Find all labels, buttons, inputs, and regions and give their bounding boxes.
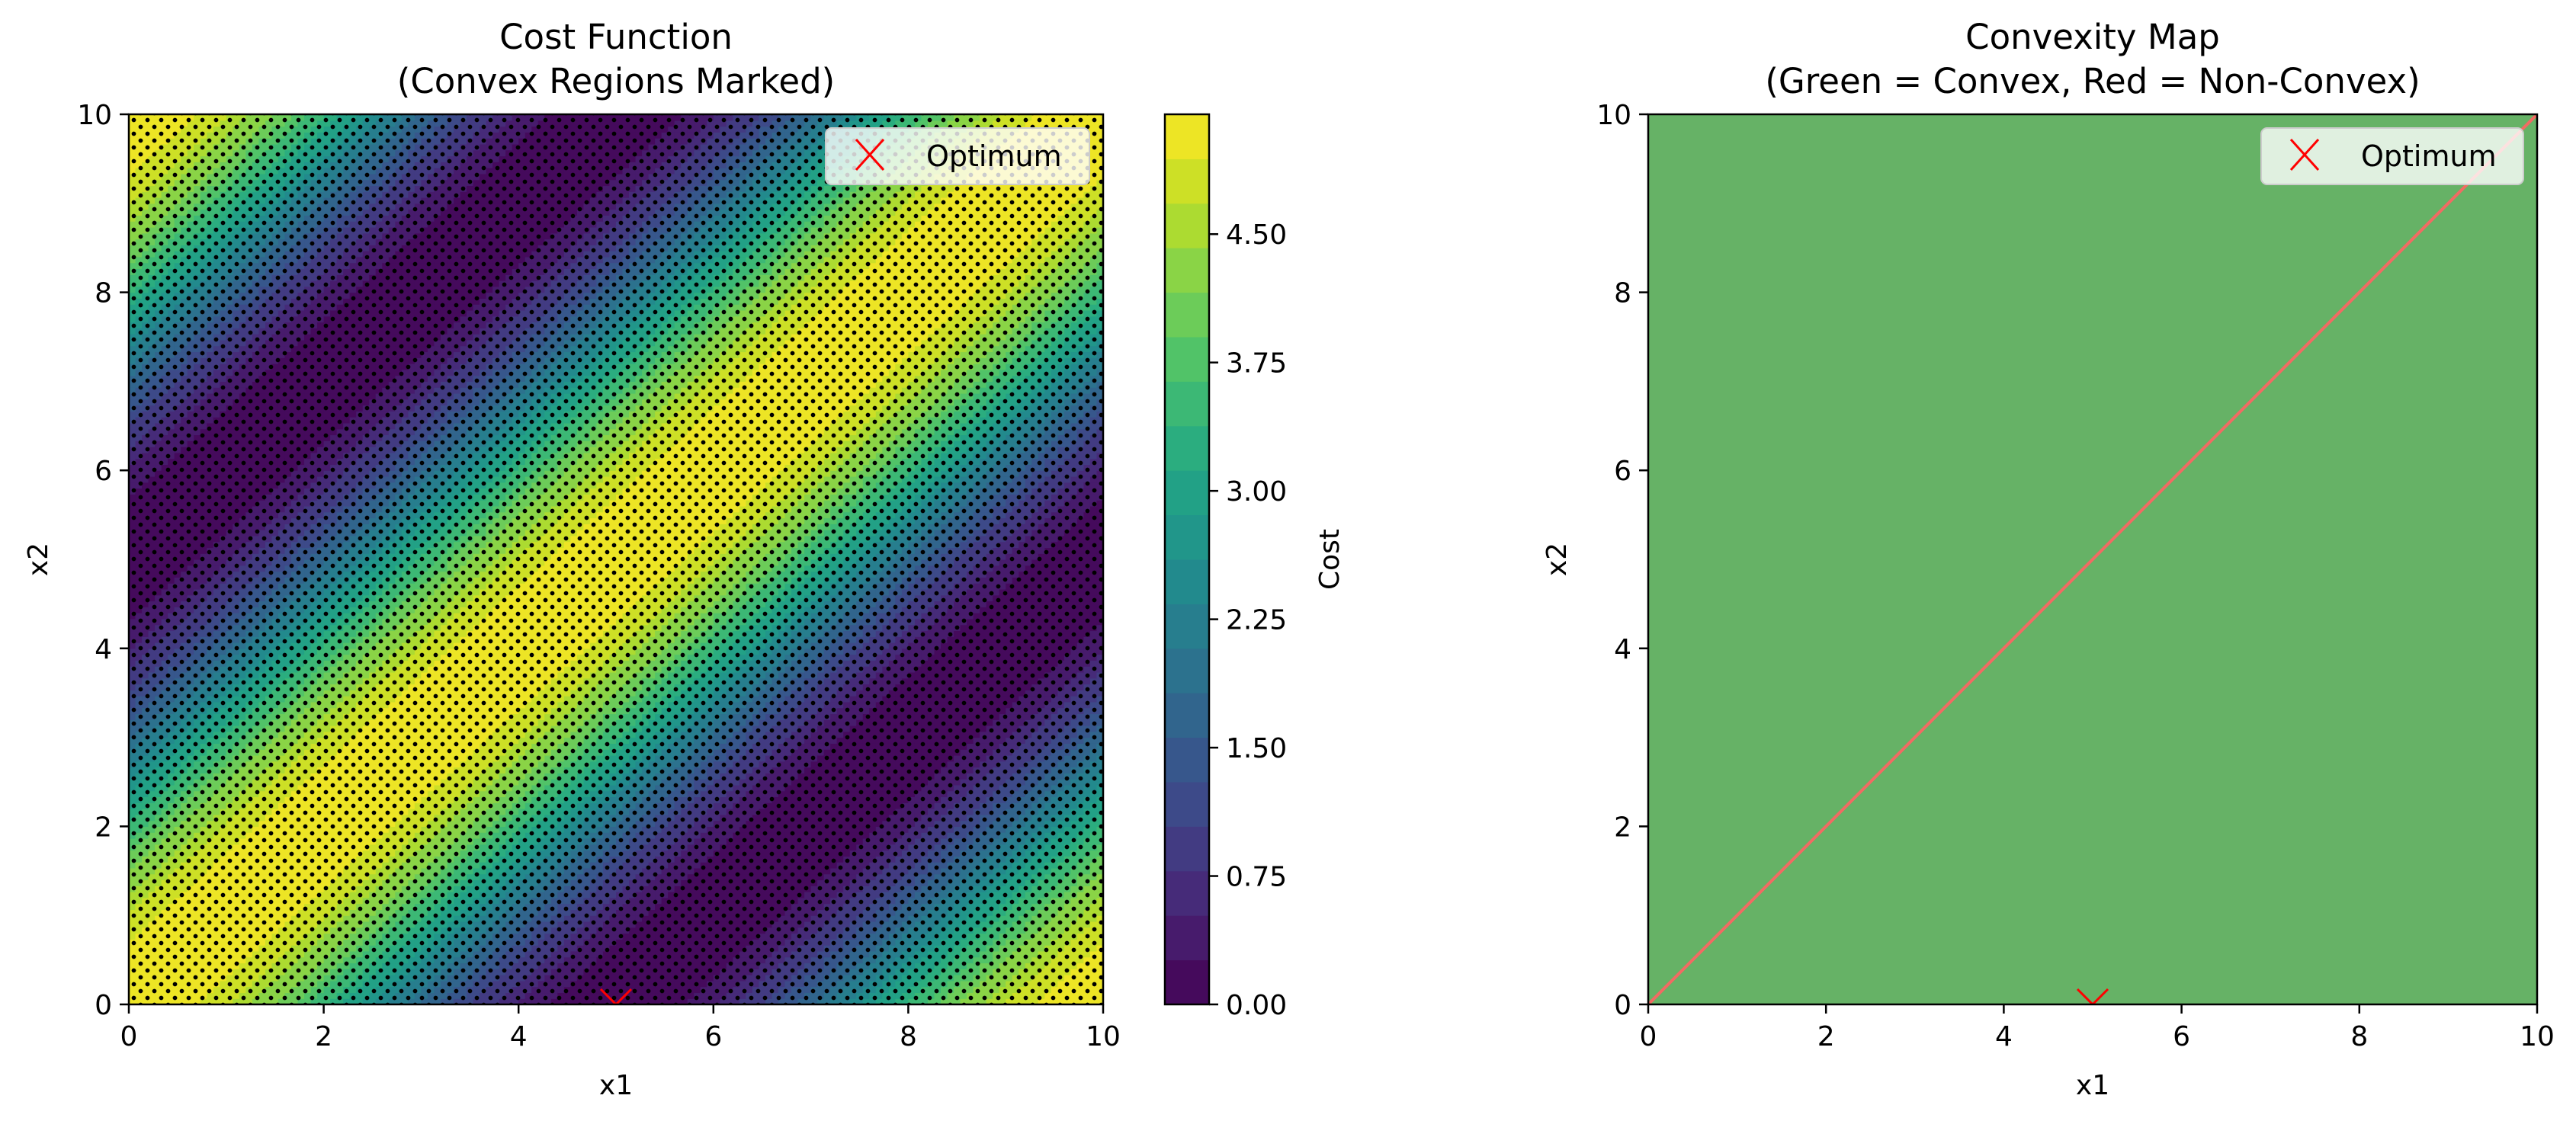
chart1-title-line2: (Convex Regions Marked): [397, 61, 835, 101]
chart1-title-line1: Cost Function: [499, 17, 733, 57]
chart1-plot-area: [129, 114, 1103, 1004]
